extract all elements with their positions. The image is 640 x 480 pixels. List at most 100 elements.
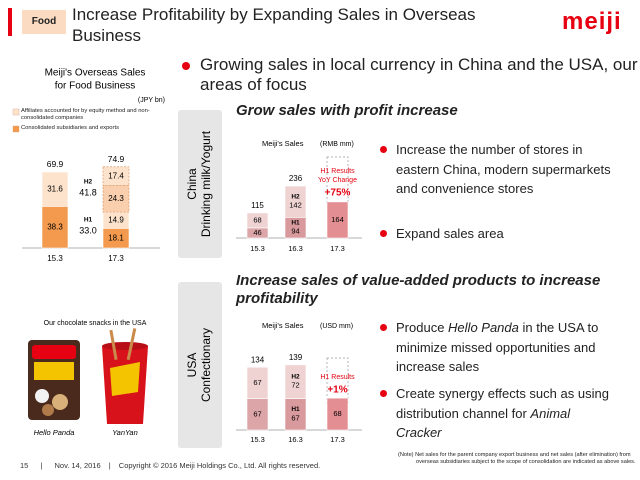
bullet-text: Produce bbox=[396, 320, 449, 335]
value-label: 14.9 bbox=[108, 215, 124, 224]
bar-segment bbox=[326, 397, 349, 431]
value-label: 18.1 bbox=[108, 233, 124, 242]
half-total: 41.8 bbox=[79, 187, 97, 197]
segment-tag: H2 bbox=[291, 373, 300, 380]
legend-label: Consolidated subsidiaries and exports bbox=[21, 125, 119, 131]
header-bar bbox=[8, 8, 12, 36]
logo: meiji bbox=[562, 8, 622, 35]
bar-segment bbox=[41, 171, 69, 207]
legend-swatch bbox=[12, 125, 20, 133]
value-label: 17.4 bbox=[108, 171, 124, 180]
value-label: 68 bbox=[253, 215, 261, 224]
bullet-text: in the USA to minimize missed opportunit… bbox=[396, 320, 599, 374]
bullet: Create synergy effects such as using dis… bbox=[380, 384, 611, 443]
bullet-dot bbox=[182, 62, 190, 70]
lead-text: Growing sales in local currency in China… bbox=[200, 55, 638, 94]
bullet-text: Animal Cracker bbox=[396, 405, 571, 441]
photo-label: YanYan bbox=[112, 428, 138, 437]
x-tick-label: 16.3 bbox=[288, 244, 303, 253]
half-total: 33.0 bbox=[79, 225, 97, 235]
bar-segment bbox=[284, 364, 307, 399]
bullet: Produce Hello Panda in the USA to minimi… bbox=[380, 318, 611, 377]
x-tick-label: 17.3 bbox=[330, 244, 345, 253]
half-name: H2 bbox=[84, 179, 93, 186]
annotation: H1 Results bbox=[320, 374, 355, 381]
bullet-text: Expand sales area bbox=[396, 226, 504, 241]
section-heading: Increase sales of value-added products t… bbox=[236, 272, 601, 307]
unit-label: (USD mm) bbox=[320, 323, 353, 330]
legend-label: Affiliates accounted for by equity metho… bbox=[21, 108, 150, 121]
value-label: 67 bbox=[253, 378, 261, 387]
bar-segment bbox=[102, 166, 130, 186]
x-tick-label: 15.3 bbox=[47, 254, 63, 263]
total-label: 115 bbox=[251, 201, 264, 210]
bar-segment bbox=[102, 185, 130, 213]
bullet-text: Hello Panda bbox=[448, 320, 519, 335]
bar-segment bbox=[41, 206, 69, 249]
separator: | bbox=[108, 461, 111, 470]
yanyan-photo bbox=[102, 328, 148, 424]
bullet-text: Increase the number of stores in eastern… bbox=[396, 142, 611, 196]
total-label: 69.9 bbox=[47, 159, 64, 169]
photo-caption: Our chocolate snacks in the USA bbox=[44, 320, 147, 327]
note: (Note) Net sales for the parent company … bbox=[398, 452, 636, 465]
value-label: 67 bbox=[291, 413, 299, 422]
legend-swatch bbox=[12, 108, 20, 116]
x-tick-label: 17.3 bbox=[330, 435, 345, 444]
side-label: USA bbox=[185, 353, 199, 378]
chart-title: Meiji's Overseas Sales bbox=[45, 68, 146, 79]
bar-segment bbox=[284, 185, 307, 218]
value-label: 68 bbox=[333, 409, 341, 418]
side-box bbox=[178, 110, 222, 258]
value-label: 94 bbox=[291, 227, 299, 236]
total-label: 74.9 bbox=[108, 154, 125, 164]
title: Increase Profitability by Expanding Sale… bbox=[72, 5, 476, 45]
value-label: 38.3 bbox=[47, 222, 63, 231]
total-label: 134 bbox=[251, 355, 265, 364]
bar-segment bbox=[246, 212, 269, 229]
segment-tag: H1 bbox=[291, 406, 300, 413]
placeholder-box bbox=[326, 357, 349, 405]
half-name: H1 bbox=[84, 217, 93, 224]
bullet: Expand sales area bbox=[380, 224, 611, 244]
value-label: 31.6 bbox=[47, 184, 63, 193]
chart-title: Meiji's Sales bbox=[262, 139, 304, 148]
annotation-change: +75% bbox=[325, 188, 351, 199]
side-box bbox=[178, 282, 222, 448]
photo-label: Hello Panda bbox=[34, 428, 75, 437]
lead: Growing sales in local currency in China… bbox=[182, 55, 640, 95]
x-tick-label: 15.3 bbox=[250, 435, 265, 444]
separator: | bbox=[40, 461, 43, 470]
unit-label: (RMB mm) bbox=[320, 141, 354, 148]
x-tick-label: 16.3 bbox=[288, 435, 303, 444]
bullet: Increase the number of stores in eastern… bbox=[380, 140, 611, 199]
value-label: 164 bbox=[331, 215, 344, 224]
total-label: 236 bbox=[289, 174, 303, 183]
section-heading: Grow sales with profit increase bbox=[236, 102, 458, 119]
hello-panda-photo bbox=[28, 340, 80, 420]
x-tick-label: 15.3 bbox=[250, 244, 265, 253]
date: Nov. 14, 2016 bbox=[54, 461, 101, 470]
side-label: Confectionary bbox=[199, 328, 213, 402]
value-label: 67 bbox=[253, 409, 261, 418]
bullet-text: Create synergy effects such as using dis… bbox=[396, 386, 609, 421]
annotation: YoY Change bbox=[318, 177, 357, 184]
copyright: Copyright © 2016 Meiji Holdings Co., Ltd… bbox=[118, 461, 321, 470]
chart-title: Meiji's Sales bbox=[262, 321, 304, 330]
value-label: 46 bbox=[253, 228, 261, 237]
value-label: 72 bbox=[291, 381, 299, 390]
bar-segment bbox=[326, 201, 349, 239]
segment-tag: H1 bbox=[291, 219, 300, 226]
annotation: H1 Results bbox=[320, 168, 355, 175]
total-label: 139 bbox=[289, 353, 303, 362]
side-label: China bbox=[185, 168, 199, 200]
page-number: 15 bbox=[20, 461, 29, 470]
annotation-change: +1% bbox=[327, 385, 347, 396]
tag: Food bbox=[22, 10, 66, 34]
value-label: 142 bbox=[289, 201, 302, 210]
chart-title: for Food Business bbox=[55, 81, 136, 92]
segment-tag: H2 bbox=[291, 193, 300, 200]
footer: 15 | Nov. 14, 2016 | Copyright © 2016 Me… bbox=[20, 461, 320, 470]
